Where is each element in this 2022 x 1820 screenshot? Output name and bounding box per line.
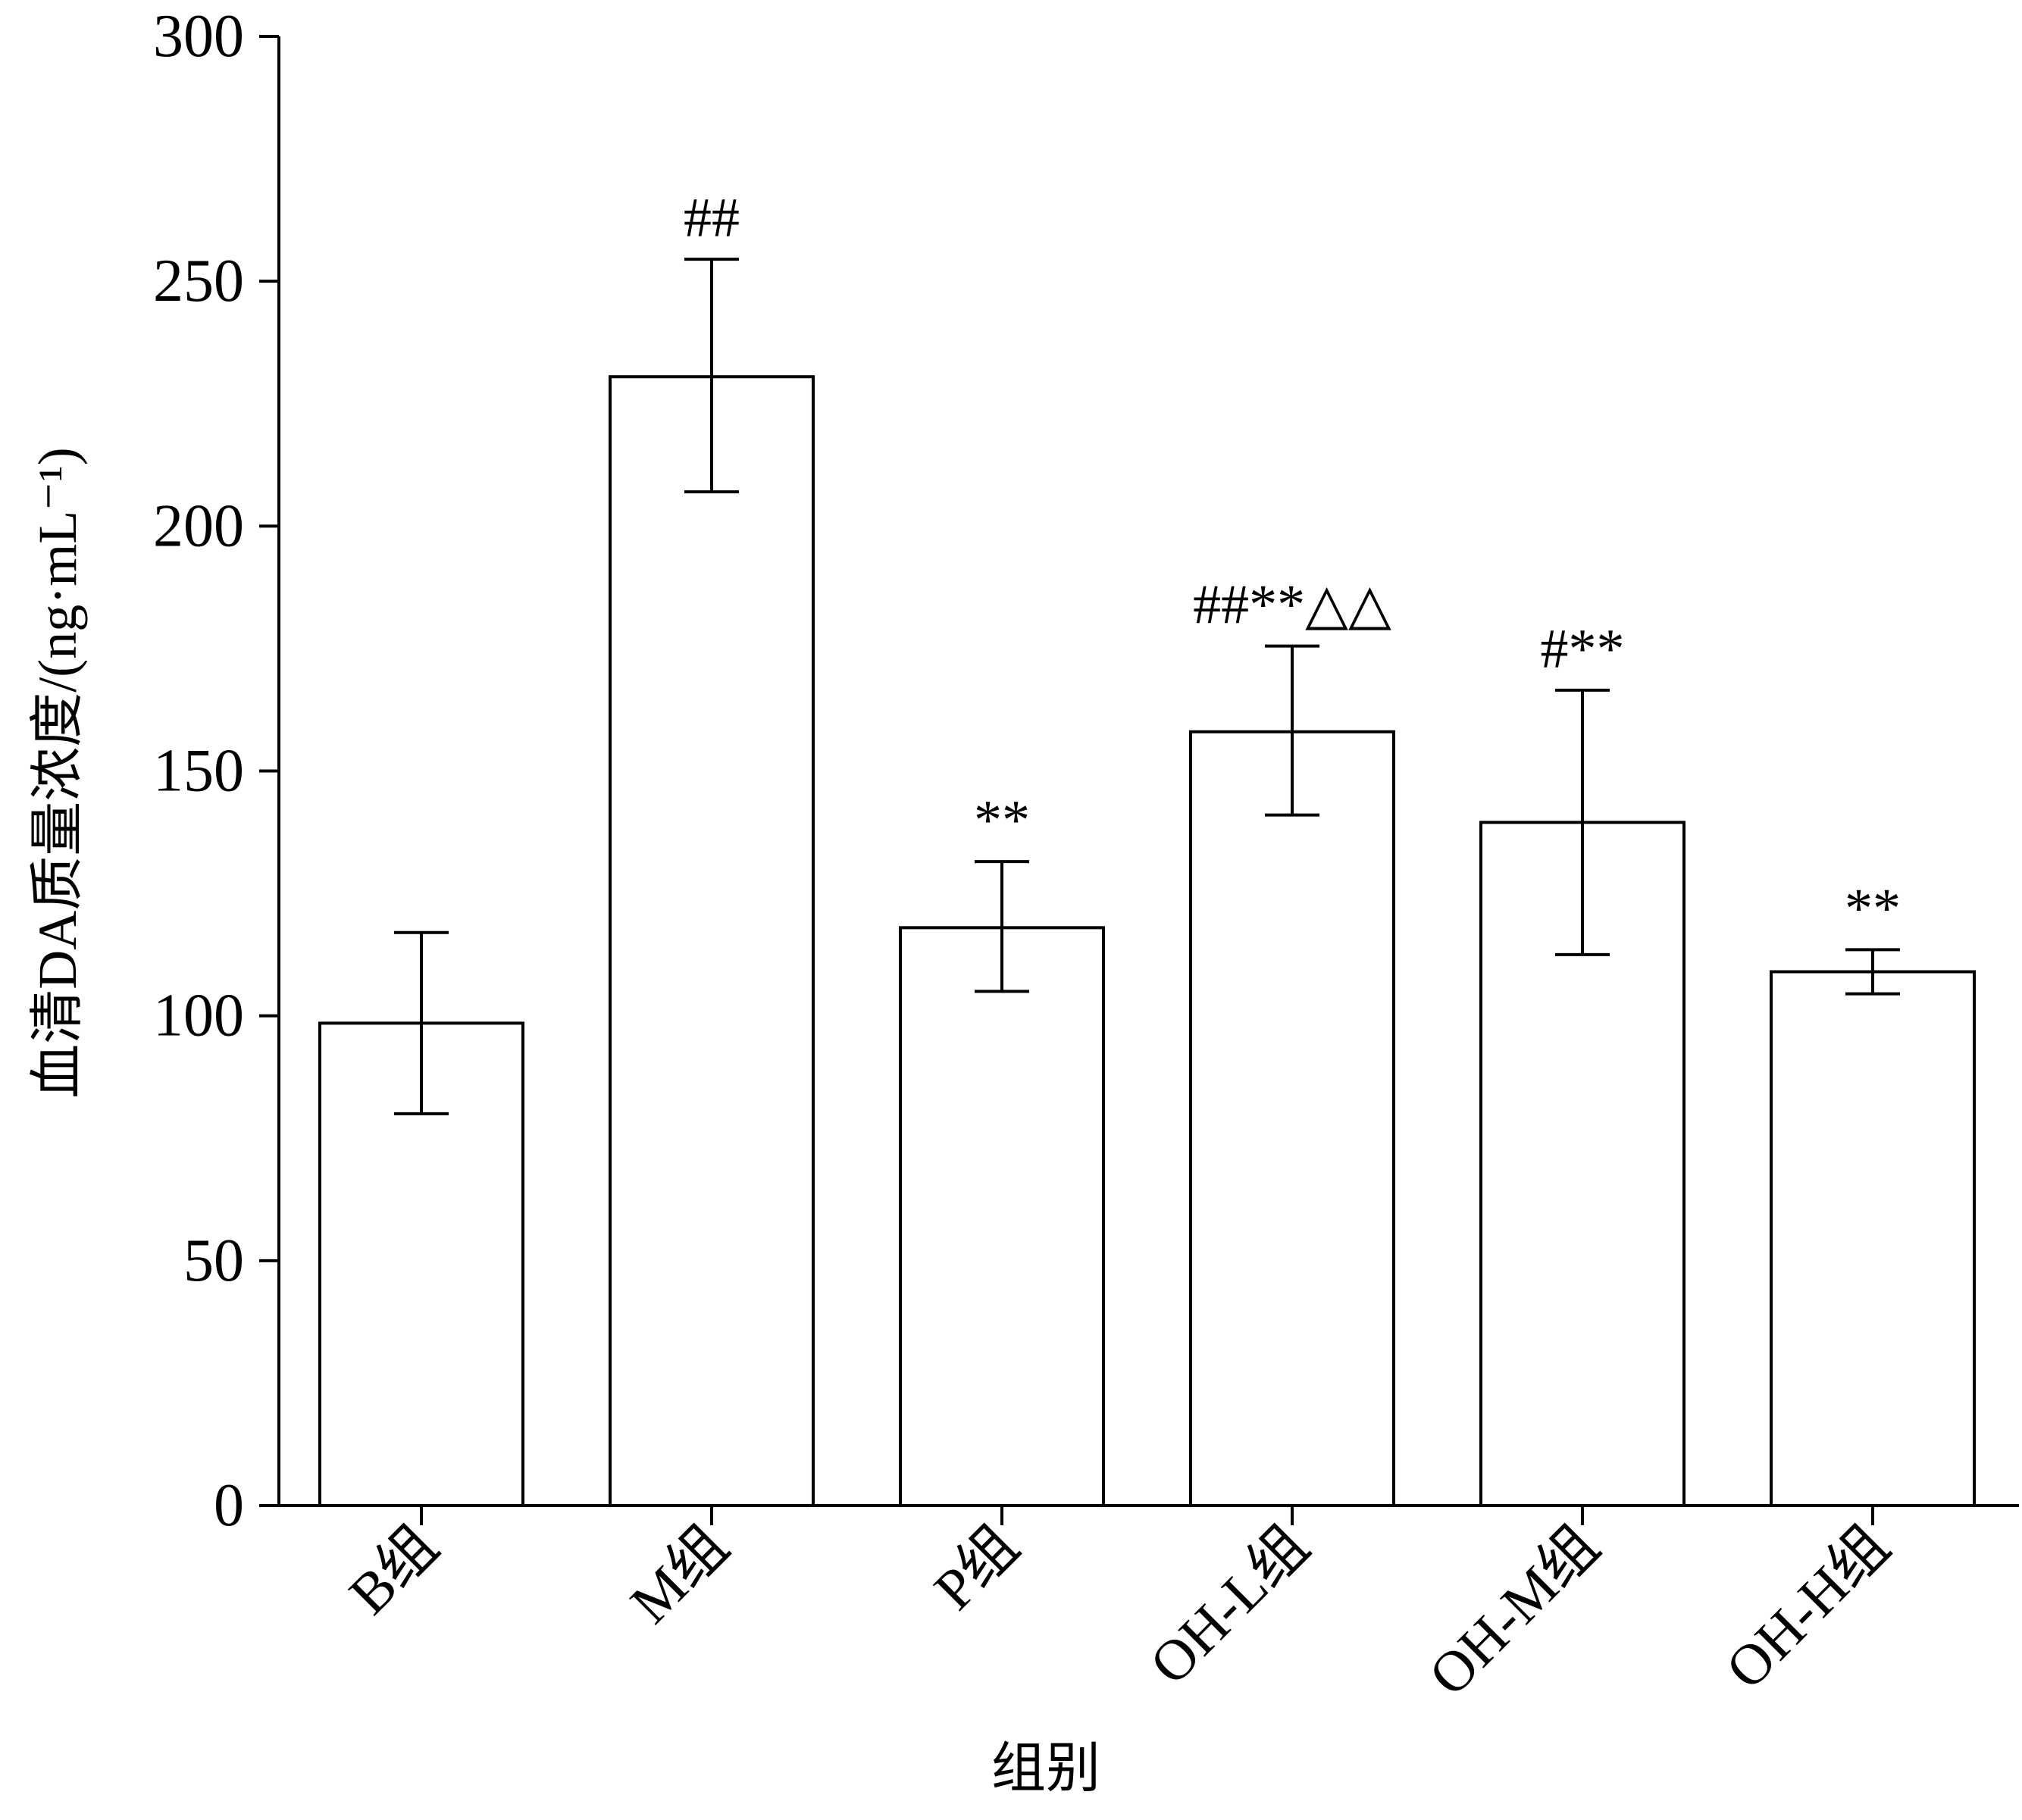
y-tick-label: 250 bbox=[153, 248, 244, 314]
bar bbox=[1189, 730, 1395, 1507]
x-tick-label: OH-H组 bbox=[1714, 1514, 1901, 1701]
bar bbox=[1770, 970, 1976, 1508]
error-bars bbox=[394, 258, 1900, 1115]
bars bbox=[318, 375, 1976, 1508]
x-tick-label: B组 bbox=[337, 1514, 450, 1627]
y-axis-label: 血清DA质量浓度/(ng·mL⁻¹) bbox=[27, 447, 88, 1099]
significance-mark: ** bbox=[974, 790, 1030, 852]
significance-annotations: ## ** ##**△△ #** ** bbox=[684, 187, 1901, 940]
significance-mark: ## bbox=[684, 187, 740, 249]
significance-mark: ##**△△ bbox=[1193, 574, 1391, 636]
significance-mark: #** bbox=[1541, 618, 1625, 680]
y-axis: 0 50 100 150 200 250 300 bbox=[153, 3, 280, 1539]
x-tick-label: P组 bbox=[922, 1514, 1031, 1622]
x-axis: B组 M组 P组 OH-L组 OH-M组 OH-H组 bbox=[279, 1504, 2019, 1708]
y-tick-label: 50 bbox=[183, 1227, 244, 1294]
y-tick-label: 0 bbox=[214, 1472, 244, 1539]
x-tick-label: M组 bbox=[618, 1514, 740, 1636]
bar bbox=[899, 926, 1105, 1507]
x-tick-label: OH-M组 bbox=[1417, 1514, 1611, 1708]
x-tick-label: OH-L组 bbox=[1138, 1514, 1321, 1696]
y-tick-label: 200 bbox=[153, 493, 244, 559]
bar bbox=[609, 375, 815, 1507]
x-axis-label: 组别 bbox=[991, 1738, 1100, 1799]
y-tick-label: 150 bbox=[153, 738, 244, 805]
y-tick-label: 300 bbox=[153, 3, 244, 70]
significance-mark: ** bbox=[1845, 877, 1901, 940]
y-tick-label: 100 bbox=[153, 983, 244, 1049]
